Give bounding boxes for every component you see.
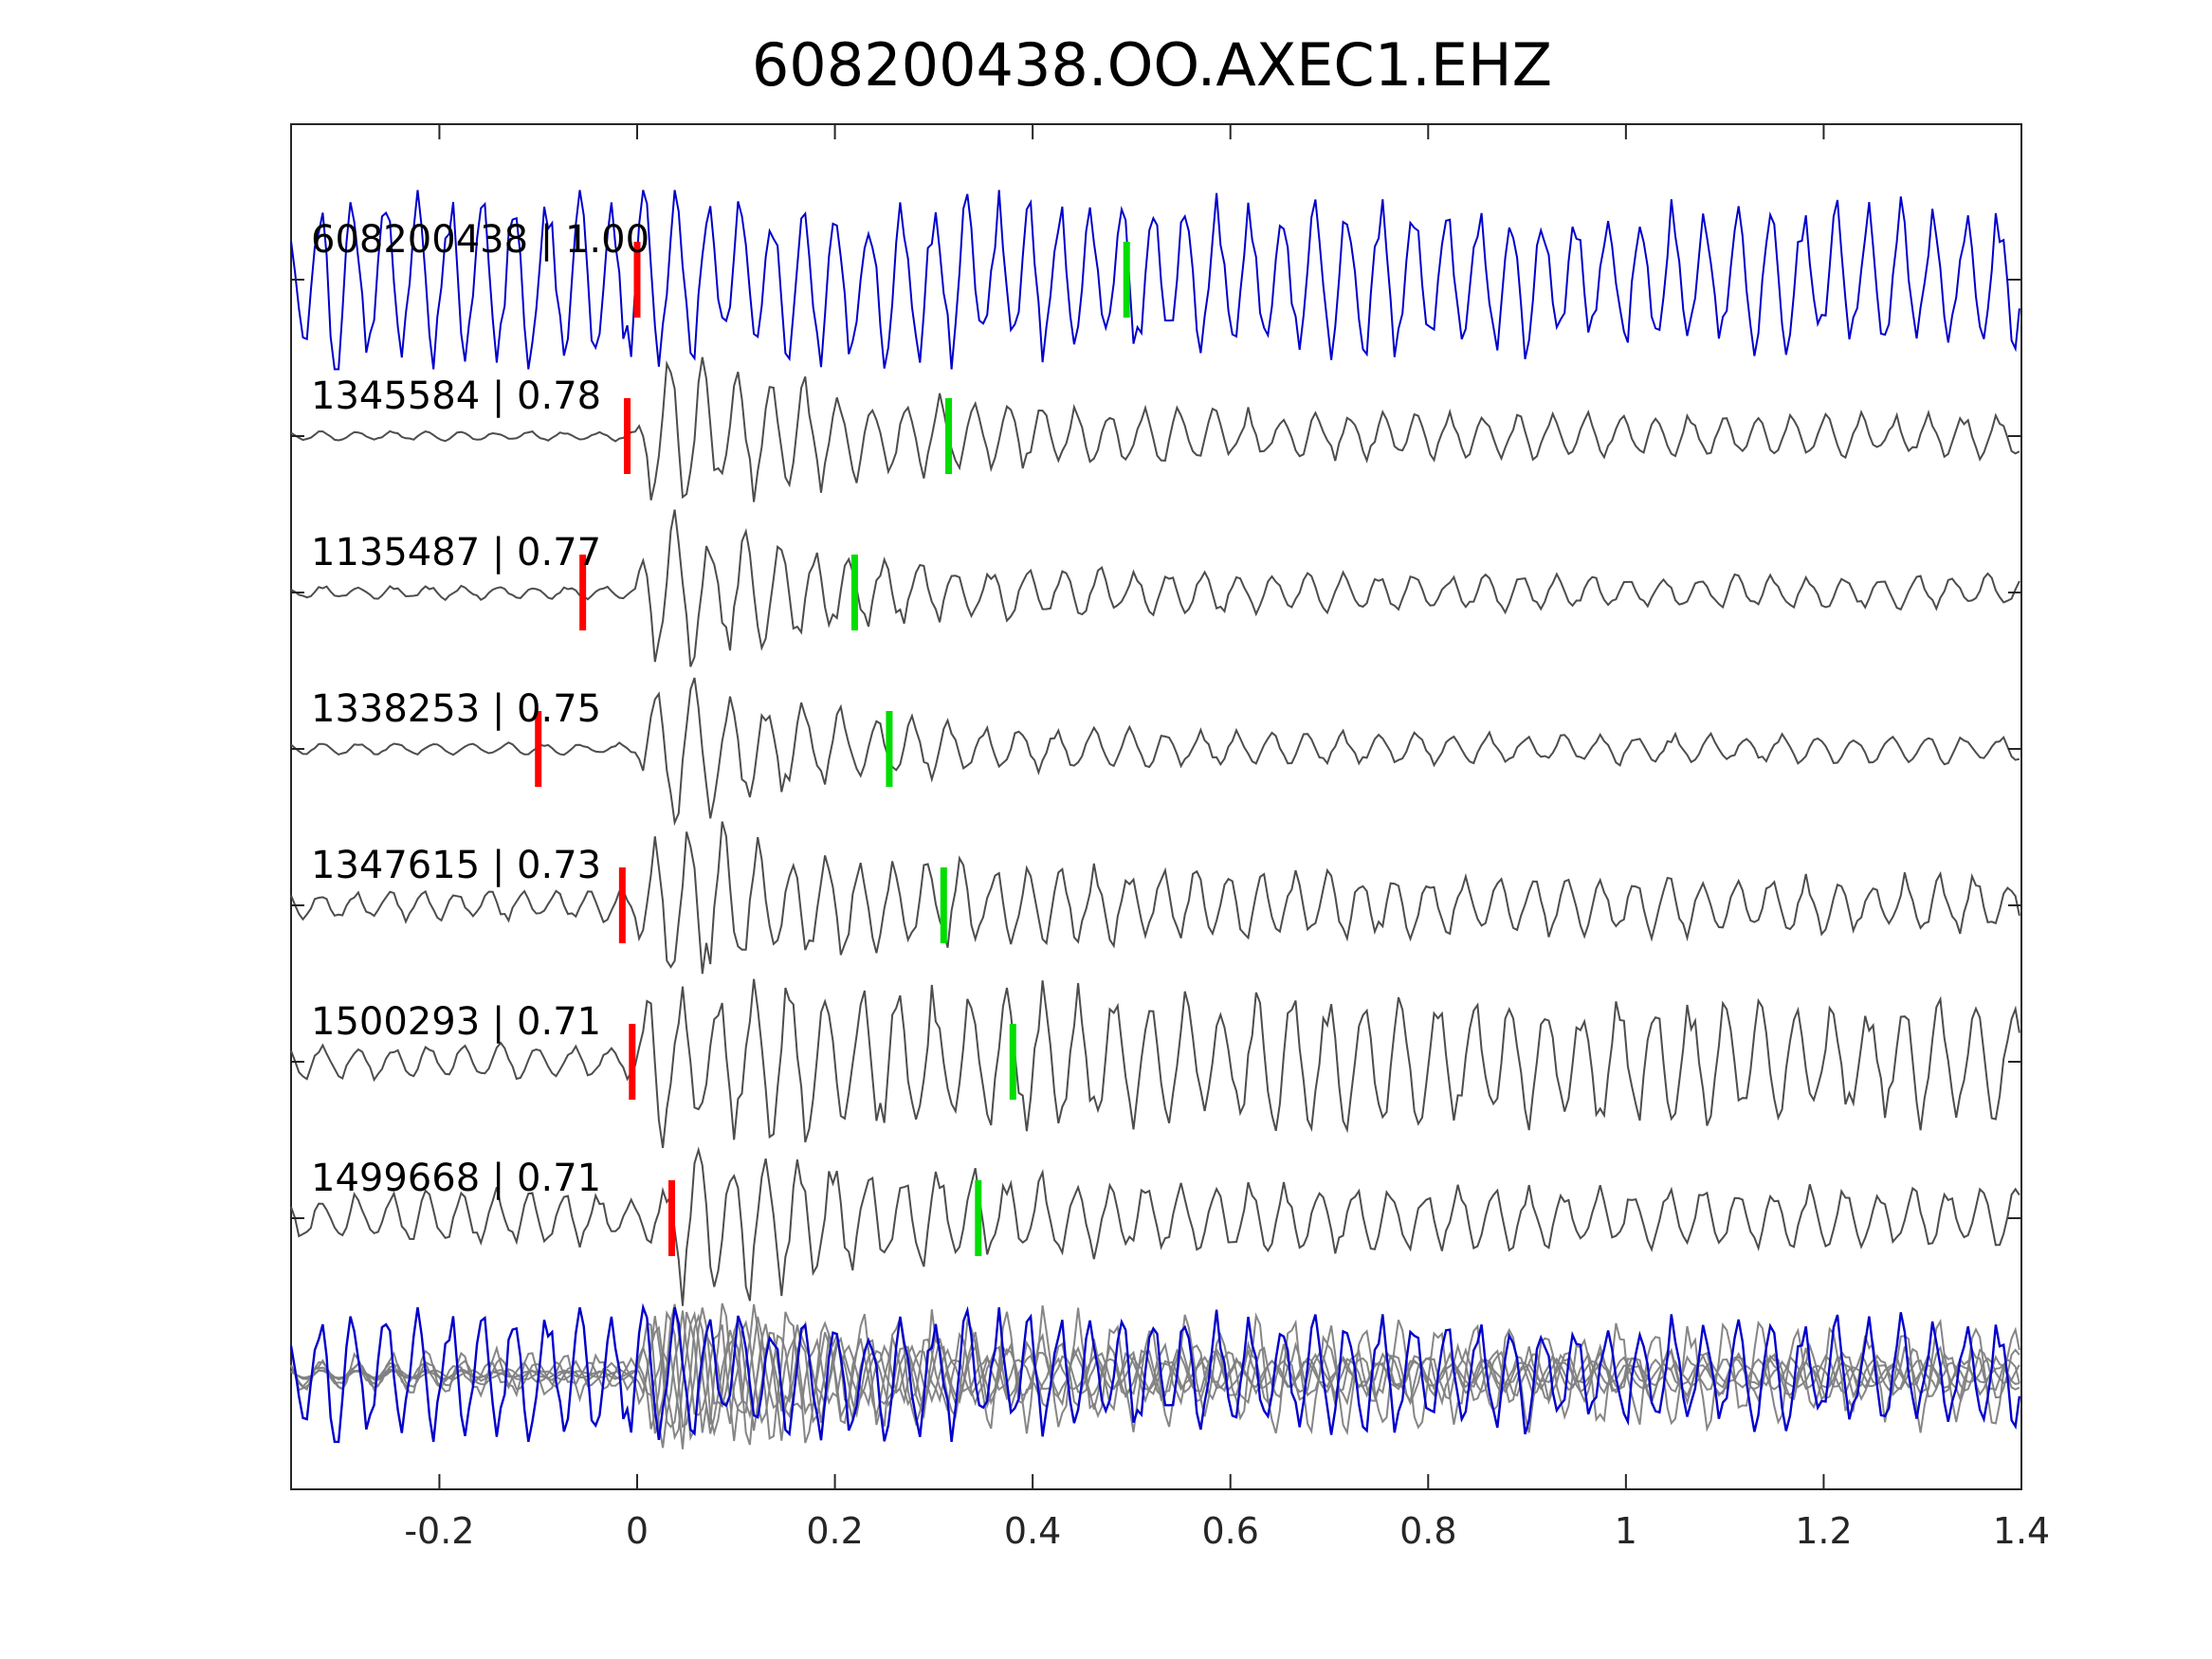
trace-label-1338253: 1338253 | 0.75 [311, 687, 601, 731]
trace-label-1499668: 1499668 | 0.71 [311, 1157, 601, 1200]
picks-layer [535, 242, 1130, 1256]
trace-label-1135487: 1135487 | 0.77 [311, 531, 601, 574]
waveform-trace-1338253 [290, 677, 2020, 827]
trace-labels-layer: 608200438 | 1.00 1345584 | 0.78 1135487 | … [311, 218, 649, 1200]
x-tick-label: -0.2 [404, 1510, 474, 1552]
x-tick-label: 0.4 [1004, 1510, 1061, 1552]
x-tick-label: 0.6 [1201, 1510, 1258, 1552]
x-tick-label: 1.2 [1795, 1510, 1852, 1552]
trace-label-1500293: 1500293 | 0.71 [311, 1000, 601, 1044]
waveform-trace-1347615 [290, 821, 2020, 975]
waveform-trace-608200438 [290, 190, 2020, 371]
chart-title: 608200438.OO.AXEC1.EHZ [752, 30, 1552, 100]
x-tick-label: 0.8 [1399, 1510, 1456, 1552]
waveform-trace-1500293 [290, 978, 2020, 1149]
waveform-trace-1499668 [290, 1146, 2020, 1306]
traces-layer [290, 190, 2021, 1306]
overlay-trace-1500293 [290, 1304, 2020, 1449]
x-tick-label: 0 [626, 1510, 649, 1552]
x-tick-label: 1.4 [1993, 1510, 2050, 1552]
trace-label-1345584: 1345584 | 0.78 [311, 374, 601, 418]
plot-area-frame [290, 123, 2022, 1490]
overlay-stack [289, 1303, 2021, 1449]
waveform-trace-1135487 [290, 509, 2020, 667]
x-tick-label: 1 [1615, 1510, 1637, 1552]
trace-label-608200438: 608200438 | 1.00 [311, 218, 649, 262]
x-axis: -0.2 0 0.2 0.4 0.6 0.8 1 1.2 1.4 [404, 124, 2050, 1552]
x-tick-label: 0.2 [806, 1510, 863, 1552]
overlay-trace-608200438 [289, 1303, 2021, 1444]
trace-label-1347615: 1347615 | 0.73 [311, 844, 601, 887]
waveform-trace-1345584 [290, 356, 2020, 502]
overlay-trace-1338253 [290, 1310, 2020, 1441]
